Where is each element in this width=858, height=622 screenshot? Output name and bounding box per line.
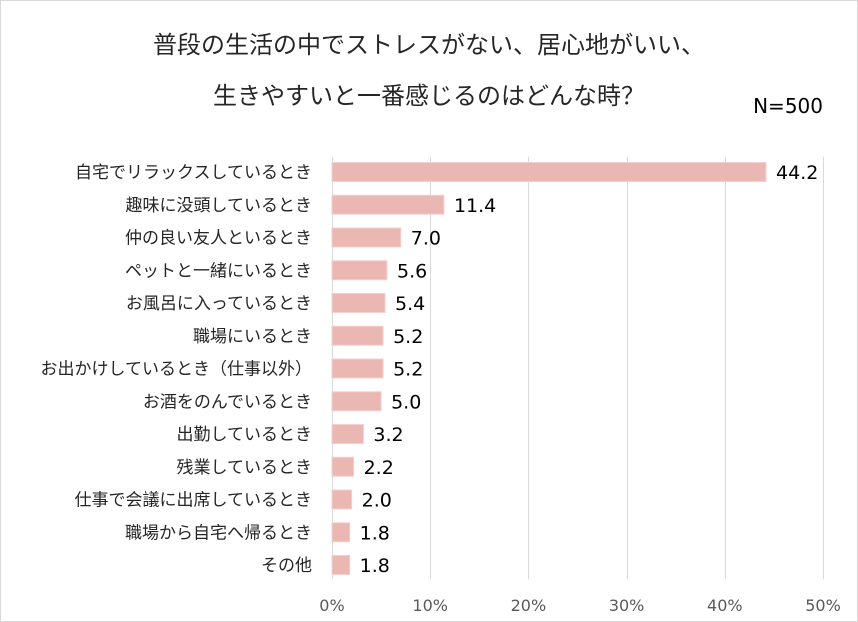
bar	[331, 489, 353, 510]
category-label: その他	[261, 556, 312, 576]
bar	[331, 194, 445, 215]
x-tick-label: 0%	[319, 596, 344, 615]
category-label: お酒をのんでいるとき	[143, 392, 312, 412]
category-label: 出勤しているとき	[177, 425, 313, 445]
value-label: 2.2	[364, 457, 394, 479]
bars	[331, 162, 767, 575]
bar	[331, 456, 355, 477]
chart-title-line-2: 生きやすいと一番感じるのはどんな時？	[213, 82, 645, 110]
value-label: 1.8	[360, 522, 390, 544]
bar	[331, 260, 388, 281]
value-label: 2.0	[362, 490, 392, 512]
value-label: 5.2	[393, 359, 423, 381]
value-label: 5.2	[393, 326, 423, 348]
bar	[331, 162, 767, 182]
value-label: 5.6	[397, 260, 427, 282]
category-label: 職場にいるとき	[193, 327, 312, 347]
category-label: 職場から自宅へ帰るとき	[125, 523, 312, 543]
value-label: 3.2	[373, 424, 403, 446]
bar	[331, 325, 384, 346]
category-label: お出かけしているとき（仕事以外）	[41, 360, 313, 380]
bar	[331, 555, 351, 575]
x-tick-label: 10%	[412, 596, 448, 615]
category-label: 趣味に没頭しているとき	[126, 196, 313, 216]
category-label: ペットと一緒にいるとき	[125, 261, 312, 281]
bar	[331, 227, 402, 248]
x-tick-label: 30%	[609, 596, 645, 615]
chart-title-line-1: 普段の生活の中でストレスがない、居心地がいい、	[153, 31, 705, 59]
category-label: 仕事で会議に出席しているとき	[75, 491, 313, 511]
bar	[331, 358, 384, 379]
bar	[331, 424, 364, 444]
category-label: 自宅でリラックスしているとき	[75, 163, 312, 183]
sample-size-label: N=500	[753, 94, 823, 118]
value-labels: 44.2 11.4 7.0 5.6 5.4 5.2 5.2 5.0 3.2 2.2 2.0 1.8 1.…	[360, 162, 819, 577]
x-tick-labels: 0% 10% 20% 30% 40% 50%	[319, 596, 840, 615]
category-labels: 自宅でリラックスしているとき趣味に没頭しているとき仲の良い友人といるときペットと…	[41, 163, 313, 576]
value-label: 5.0	[391, 391, 421, 413]
bar	[331, 522, 351, 543]
category-label: お風呂に入っているとき	[126, 294, 312, 314]
x-tick-label: 40%	[707, 596, 743, 615]
bar	[331, 391, 382, 412]
value-label: 7.0	[411, 228, 441, 250]
bar	[331, 293, 386, 313]
category-label: 残業しているとき	[177, 458, 313, 478]
value-label: 1.8	[360, 555, 390, 577]
value-label: 11.4	[454, 195, 496, 217]
x-tick-label: 20%	[511, 596, 547, 615]
value-label: 44.2	[776, 162, 818, 184]
x-tick-label: 50%	[805, 596, 841, 615]
value-label: 5.4	[395, 293, 425, 315]
category-label: 仲の良い友人といるとき	[125, 229, 312, 249]
